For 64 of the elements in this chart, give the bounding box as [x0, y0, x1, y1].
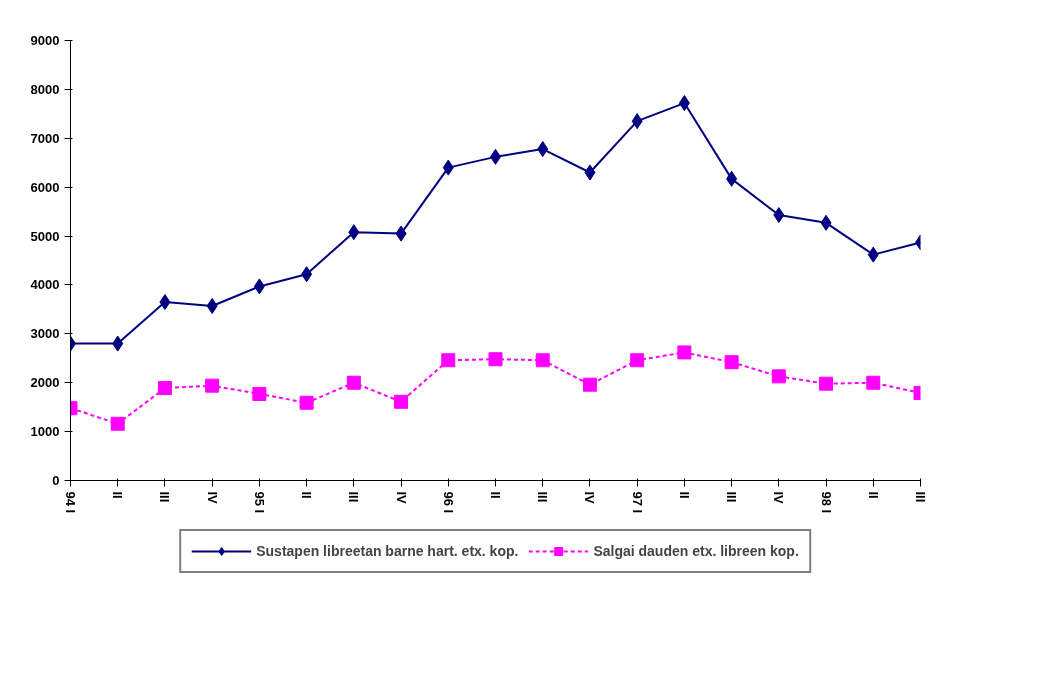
- point: [630, 353, 645, 368]
- point: [252, 386, 267, 401]
- point: [724, 355, 739, 370]
- x-tick-label: III: [535, 491, 551, 503]
- y-tick-label: 5000: [30, 228, 60, 244]
- y-tick-label: 9000: [30, 33, 60, 48]
- point: [394, 394, 409, 409]
- point: [537, 141, 549, 158]
- x-tick-label: 98 I: [818, 491, 834, 514]
- x-tick-label: 94 I: [63, 491, 78, 514]
- y-tick-label: 4000: [30, 277, 60, 293]
- point: [346, 375, 361, 390]
- point: [348, 224, 360, 241]
- y-tick-label: 8000: [30, 81, 60, 97]
- x-tick-label: 97 I: [629, 491, 645, 514]
- point: [631, 113, 643, 130]
- x-tick-label: II: [865, 491, 881, 499]
- point: [299, 395, 314, 410]
- y-tick-label: 2000: [30, 375, 60, 391]
- point: [726, 170, 738, 187]
- point: [205, 378, 220, 393]
- point: [157, 381, 172, 396]
- point: [442, 159, 454, 176]
- point: [112, 335, 124, 352]
- y-tick-label: 7000: [30, 130, 60, 146]
- point: [441, 353, 456, 368]
- point: [867, 246, 879, 263]
- y-tick-label: 1000: [30, 424, 60, 440]
- y-tick-label: 6000: [30, 179, 60, 195]
- point: [677, 345, 692, 360]
- point: [535, 353, 550, 368]
- y-tick-label: 3000: [30, 326, 60, 342]
- x-tick-label: 95 I: [251, 491, 267, 514]
- point: [110, 416, 125, 431]
- x-tick-label: IV: [204, 491, 220, 505]
- legend-label: Sustapen libreetan barne hart. etx. kop.: [256, 543, 519, 559]
- x-tick-label: II: [488, 491, 503, 499]
- x-tick-label: II: [676, 491, 692, 499]
- point: [771, 369, 786, 384]
- x-tick-label: IV: [582, 491, 598, 505]
- point: [159, 294, 171, 311]
- x-tick-label: III: [913, 491, 928, 503]
- point: [395, 225, 407, 242]
- x-tick-label: 96 I: [440, 491, 456, 514]
- point: [678, 95, 690, 112]
- point: [301, 266, 313, 283]
- x-tick-label: IV: [393, 491, 409, 505]
- point: [206, 297, 218, 314]
- point: [773, 207, 785, 224]
- y-tick-label: 0: [52, 473, 60, 488]
- x-tick-label: II: [110, 491, 126, 499]
- point: [582, 377, 597, 392]
- point: [253, 278, 265, 295]
- point: [866, 375, 881, 390]
- x-tick-label: IV: [771, 491, 787, 505]
- legend-label: Salgai dauden etx. libreen kop.: [593, 543, 799, 559]
- point: [584, 164, 596, 181]
- point: [820, 214, 832, 231]
- x-tick-label: III: [157, 491, 173, 503]
- x-tick-label: III: [724, 491, 740, 503]
- x-tick-label: II: [299, 491, 315, 499]
- x-tick-label: III: [346, 491, 362, 503]
- point: [819, 376, 834, 391]
- point: [488, 352, 503, 367]
